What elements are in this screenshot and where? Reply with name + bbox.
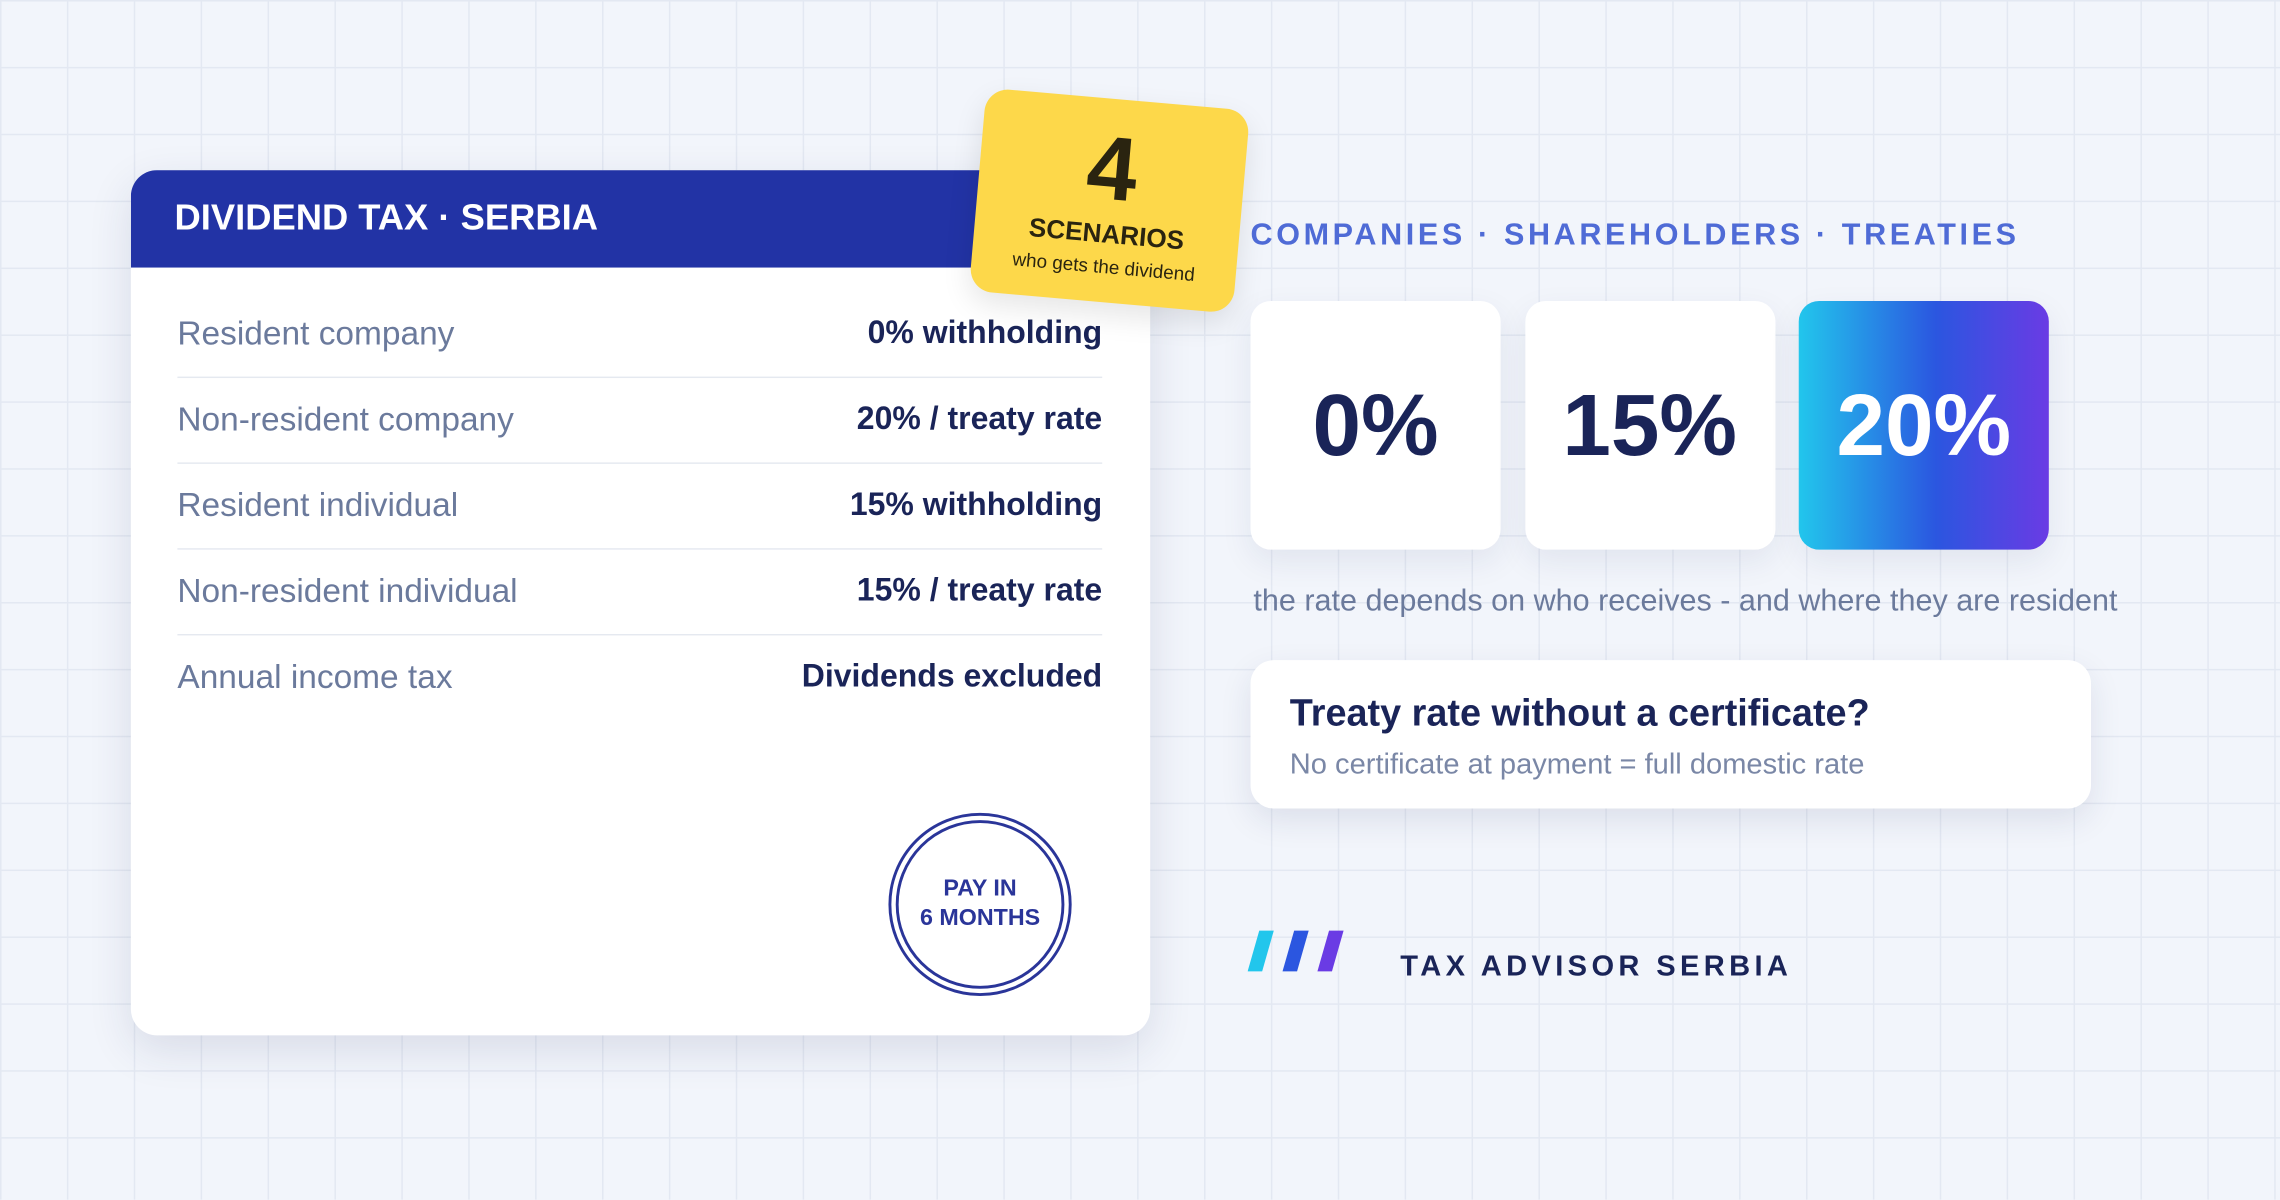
- rate-tile: 0%: [1250, 300, 1501, 550]
- rate-tile: 15%: [1524, 300, 1775, 550]
- table-row: Non-resident company 20% / treaty rate: [177, 377, 1103, 464]
- brand: TAX ADVISOR SERBIA: [1400, 950, 1793, 983]
- card-title: DIVIDEND TAX · SERBIA: [174, 197, 598, 239]
- row-value: 0% withholding: [867, 314, 1103, 351]
- brand-logo: [1247, 930, 1344, 972]
- rate-tile: 20%: [1798, 300, 2049, 550]
- callout: Treaty rate without a certificate? No ce…: [1250, 660, 2091, 809]
- row-label: Non-resident individual: [177, 571, 518, 610]
- stamp-inner: PAY IN 6 MONTHS: [895, 820, 1065, 989]
- row-label: Annual income tax: [177, 657, 453, 696]
- table-row: Annual income tax Dividends excluded: [177, 634, 1102, 720]
- tagline: COMPANIES · SHAREHOLDERS · TREATIES: [1250, 218, 2020, 252]
- row-value: 20% / treaty rate: [856, 399, 1103, 437]
- scenarios-badge: 4 SCENARIOS who gets the dividend: [968, 87, 1251, 314]
- callout-text: No certificate at payment = full domesti…: [1289, 748, 1865, 781]
- table-row: Resident company 0% withholding: [177, 291, 1103, 379]
- stamp-line: PAY IN: [943, 876, 1017, 902]
- stamp: PAY IN 6 MONTHS: [888, 812, 1072, 997]
- row-value: 15% / treaty rate: [856, 571, 1103, 608]
- row-label: Non-resident company: [177, 399, 514, 438]
- badge-number: 4: [1082, 117, 1142, 222]
- row-value: 15% withholding: [849, 485, 1103, 523]
- row-label: Resident individual: [177, 485, 459, 524]
- table-row: Resident individual 15% withholding: [177, 462, 1103, 550]
- row-label: Resident company: [177, 314, 455, 352]
- note: the rate depends on who receives - and w…: [1253, 584, 2118, 618]
- tax-card: DIVIDEND TAX · SERBIA Resident company 0%…: [130, 170, 1151, 1036]
- row-value: Dividends excluded: [801, 657, 1103, 694]
- table-row: Non-resident individual 15% / treaty rate: [177, 548, 1103, 636]
- stamp-line: 6 MONTHS: [919, 905, 1041, 931]
- callout-title: Treaty rate without a certificate?: [1289, 690, 1870, 735]
